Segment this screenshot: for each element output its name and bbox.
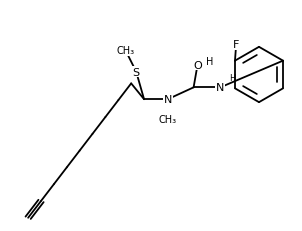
Text: N: N — [164, 95, 172, 105]
Text: H: H — [206, 56, 213, 66]
Text: F: F — [233, 40, 239, 50]
Text: H: H — [229, 74, 236, 83]
Text: N: N — [216, 83, 225, 93]
Text: O: O — [193, 60, 202, 70]
Text: S: S — [133, 67, 140, 77]
Text: CH₃: CH₃ — [116, 46, 134, 55]
Text: CH₃: CH₃ — [159, 114, 177, 125]
